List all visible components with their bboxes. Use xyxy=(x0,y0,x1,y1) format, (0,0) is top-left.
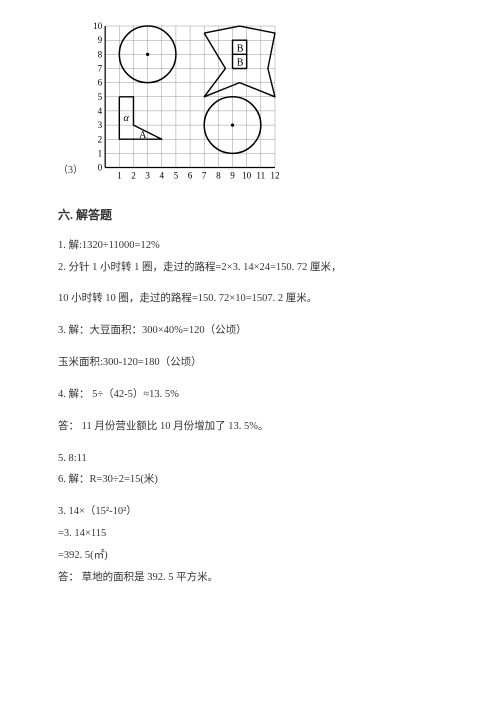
svg-text:2: 2 xyxy=(131,171,136,181)
svg-text:2: 2 xyxy=(98,134,103,144)
svg-text:5: 5 xyxy=(174,171,179,181)
svg-text:1: 1 xyxy=(98,148,103,158)
svg-text:4: 4 xyxy=(98,106,103,116)
answer-line: 6. 解：R=30÷2=15(米) xyxy=(58,471,442,489)
svg-text:8: 8 xyxy=(98,49,103,59)
svg-text:B: B xyxy=(237,44,244,55)
answer-line: 5. 8:11 xyxy=(58,450,442,468)
section-title: 六. 解答题 xyxy=(58,206,442,223)
grid-diagram: 012345678910123456789101112αABB xyxy=(89,22,279,182)
answer-line: 答： 11 月份营业额比 10 月份增加了 13. 5%。 xyxy=(58,418,442,436)
answer-line: 1. 解:1320÷11000=12% xyxy=(58,237,442,255)
svg-text:3: 3 xyxy=(145,171,150,181)
answer-line: 答： 草地的面积是 392. 5 平方米。 xyxy=(58,569,442,587)
svg-text:12: 12 xyxy=(270,171,279,181)
svg-text:9: 9 xyxy=(98,35,103,45)
svg-text:α: α xyxy=(124,113,130,124)
svg-text:9: 9 xyxy=(230,171,235,181)
svg-text:4: 4 xyxy=(159,171,164,181)
svg-text:5: 5 xyxy=(98,92,103,102)
svg-text:0: 0 xyxy=(98,163,103,173)
svg-text:3: 3 xyxy=(98,120,103,130)
svg-text:11: 11 xyxy=(256,171,265,181)
figure-label: （3） xyxy=(58,161,83,176)
svg-text:7: 7 xyxy=(202,171,207,181)
svg-text:A: A xyxy=(139,130,147,141)
svg-text:1: 1 xyxy=(117,171,122,181)
svg-text:6: 6 xyxy=(188,171,193,181)
answer-line: 3. 14×（15²-10²） xyxy=(58,503,442,521)
svg-text:6: 6 xyxy=(98,78,103,88)
answer-line: 3. 解：大豆面积：300×40%=120（公顷） xyxy=(58,322,442,340)
answer-line: 2. 分针 1 小时转 1 圈，走过的路程=2×3. 14×24=150. 72… xyxy=(58,259,442,277)
answer-line: 4. 解： 5÷（42-5）≈13. 5% xyxy=(58,386,442,404)
svg-text:7: 7 xyxy=(98,64,103,74)
answers-block: 1. 解:1320÷11000=12% 2. 分针 1 小时转 1 圈，走过的路程… xyxy=(58,237,442,587)
answer-line: 玉米面积:300-120=180（公顷） xyxy=(58,354,442,372)
figure-row: （3） 012345678910123456789101112αABB xyxy=(58,22,442,182)
answer-line: =392. 5(㎡) xyxy=(58,547,442,565)
svg-text:10: 10 xyxy=(93,22,103,31)
answer-line: 10 小时转 10 圈，走过的路程=150. 72×10=1507. 2 厘米。 xyxy=(58,290,442,308)
svg-text:10: 10 xyxy=(242,171,252,181)
svg-text:B: B xyxy=(237,58,244,69)
svg-text:8: 8 xyxy=(216,171,221,181)
answer-line: =3. 14×115 xyxy=(58,525,442,543)
